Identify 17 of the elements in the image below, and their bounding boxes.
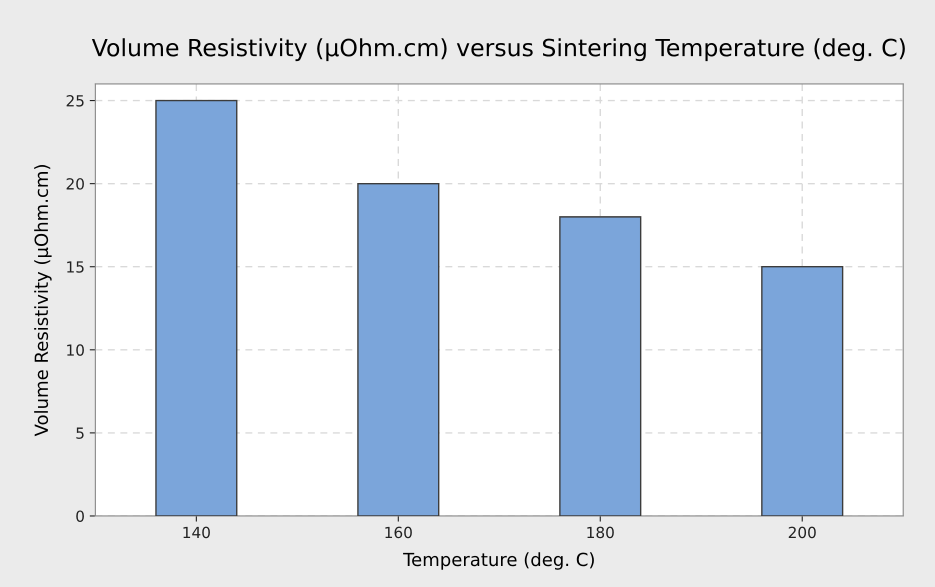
y-tick-label: 20 [66, 178, 84, 190]
y-tick-label: 15 [67, 261, 84, 273]
x-tick-label: 180 [587, 526, 614, 538]
bar [559, 216, 642, 516]
chart-title: Volume Resistivity (µOhm.cm) versus Sintering Temperature (deg. C) [92, 38, 905, 62]
x-tick-label: 200 [788, 526, 816, 538]
y-tick-label: 5 [76, 428, 84, 439]
y-tick-label: 0 [76, 510, 84, 522]
x-axis-title: Temperature (deg. C) [403, 552, 594, 570]
y-tick-label: 25 [66, 95, 84, 107]
x-tick-label: 140 [183, 526, 210, 538]
bar [761, 266, 844, 516]
y-tick-label: 10 [67, 344, 84, 356]
bar [357, 182, 440, 516]
y-axis-title: Volume Resistivity (µOhm.cm) [34, 165, 52, 436]
x-tick-label: 160 [385, 526, 412, 538]
bar [155, 100, 238, 516]
